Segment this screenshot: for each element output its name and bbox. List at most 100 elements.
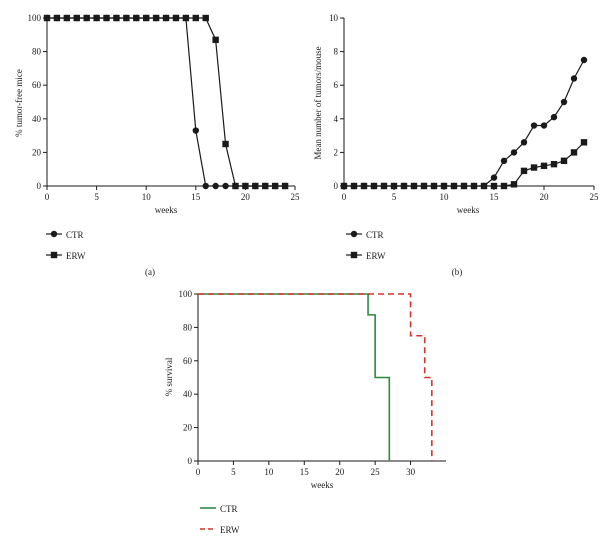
panel-a-x-tick-label: 5 xyxy=(94,192,99,202)
panel-a-series-ctr-point xyxy=(222,182,229,190)
panel-a-x-tick-label: 0 xyxy=(45,192,50,202)
panel-b-series-erw-point xyxy=(400,182,408,190)
panel-a-x-tick-label: 10 xyxy=(142,192,152,202)
panel-b-x-axis-label: weeks xyxy=(457,205,480,215)
panel-b-series-erw-point xyxy=(420,182,428,190)
panel-b-series-ctr-point xyxy=(500,157,508,164)
panel-c-series-erw-line xyxy=(198,293,433,461)
panel-a-series-erw-line xyxy=(47,17,286,187)
panel-a-y-tick-label: 80 xyxy=(32,47,42,57)
panel-b-series-ctr-point xyxy=(560,98,568,106)
panel-a-series-erw-point xyxy=(172,14,180,22)
panel-b-label: (b) xyxy=(452,267,463,277)
panel-b-series-erw-point xyxy=(460,182,468,190)
panel-b-legend: CTR ERW xyxy=(346,230,386,261)
panel-c-y-tick-label: 80 xyxy=(183,322,193,332)
panel-a-tumor-free-chart: 0 5 10 15 20 25 0 20 40 60 80 100 weeks % tumor-fre… xyxy=(14,13,300,277)
panel-b-x-tick-label: 5 xyxy=(392,192,397,202)
panel-b-series-erw-point xyxy=(550,160,558,168)
panel-a-series-erw-point xyxy=(113,14,120,22)
panel-b-series-erw-point xyxy=(560,157,568,164)
panel-b-y-axis-label: Mean number of tumors/mouse xyxy=(313,46,323,159)
panel-a-legend: CTR ERW xyxy=(46,230,86,261)
panel-b-series-erw-point xyxy=(510,181,518,188)
panel-a-x-axis-label: weeks xyxy=(155,205,178,215)
panel-b-series-erw-point xyxy=(470,182,478,190)
panel-a-axes: 0 5 10 15 20 25 0 20 40 60 80 100 xyxy=(28,13,301,202)
panel-b-series-erw-point xyxy=(390,182,398,190)
panel-a-series-erw-point xyxy=(143,14,150,22)
panel-a-y-tick-label: 60 xyxy=(32,80,42,90)
panel-b-legend-ctr-label: CTR xyxy=(366,230,384,240)
panel-a-series-erw-point xyxy=(162,14,170,22)
panel-a-series-erw-point xyxy=(242,182,249,190)
panel-b-series-erw-point xyxy=(490,182,498,190)
panel-b-x-tick-label: 15 xyxy=(490,192,500,202)
panel-c-x-tick-label: 20 xyxy=(335,467,345,477)
panel-b-series-ctr-point xyxy=(550,113,558,121)
panel-a-series-erw-point xyxy=(281,182,289,190)
panel-b-series-erw-line xyxy=(344,141,585,187)
panel-a-series-erw-point xyxy=(232,182,239,190)
panel-b-legend-erw-label: ERW xyxy=(366,251,386,261)
panel-c-legend-ctr-label: CTR xyxy=(220,504,238,514)
panel-b-series-ctr-point xyxy=(510,149,518,156)
panel-b-series-erw-point xyxy=(370,182,378,190)
panel-b-series-ctr-point xyxy=(490,174,498,181)
panel-b-series-erw-point xyxy=(540,162,548,170)
panel-a-y-tick-label: 40 xyxy=(32,114,42,124)
panel-a-y-tick-label: 100 xyxy=(28,13,42,23)
panel-a-series-erw-point xyxy=(202,14,209,22)
panel-a-series-erw-point xyxy=(212,36,219,44)
panel-a-series-erw-point xyxy=(73,14,80,22)
panel-b-series-ctr-point xyxy=(520,139,528,146)
panel-b-y-tick-label: 4 xyxy=(334,114,339,124)
panel-b-series-erw-point xyxy=(350,182,358,190)
panel-b-x-tick-label: 25 xyxy=(590,192,600,202)
panel-c-x-tick-label: 15 xyxy=(300,467,310,477)
panel-c-x-tick-label: 25 xyxy=(371,467,381,477)
panel-b-series-erw-point xyxy=(580,139,588,146)
panel-c-marks xyxy=(198,293,433,461)
panel-a-series-erw-point xyxy=(271,182,279,190)
panel-a-x-tick-label: 15 xyxy=(191,192,201,202)
panel-b-series-ctr-point xyxy=(530,122,538,129)
panel-c-survival-chart: 0 5 10 15 20 25 30 0 20 40 60 80 100 weeks % surviva… xyxy=(164,289,446,535)
panel-c-series-ctr-line xyxy=(198,293,391,461)
panel-a-series-erw-point xyxy=(182,14,190,22)
panel-a-series-erw-point xyxy=(192,14,199,22)
panel-a-y-tick-label: 20 xyxy=(32,147,42,157)
panel-a-series-erw-point xyxy=(133,14,140,22)
panel-a-series-erw-point xyxy=(63,14,71,22)
panel-c-y-tick-label: 100 xyxy=(179,289,193,299)
panel-a-series-erw-point xyxy=(53,14,61,22)
panel-c-x-tick-label: 0 xyxy=(196,467,201,477)
panel-b-series-erw-point xyxy=(430,182,438,190)
panel-a-series-erw-point xyxy=(222,140,229,148)
panel-b-series-erw-point xyxy=(530,164,538,171)
panel-c-legend: CTR ERW xyxy=(200,504,240,535)
panel-a-series-erw-point xyxy=(152,14,160,22)
panel-c-y-tick-label: 0 xyxy=(188,456,193,466)
panel-c-y-axis-label: % survival xyxy=(164,357,174,396)
panel-b-y-tick-label: 8 xyxy=(334,47,339,57)
panel-b-y-tick-label: 10 xyxy=(329,13,339,23)
panel-b-series-ctr-point xyxy=(540,122,548,129)
panel-b-series-erw-point xyxy=(440,182,448,190)
panel-b-legend-ctr-marker xyxy=(350,230,358,238)
panel-a-x-tick-label: 20 xyxy=(241,192,251,202)
panel-a-label: (a) xyxy=(145,267,155,277)
panel-b-series-ctr-line xyxy=(344,59,585,187)
panel-a-series-erw-point xyxy=(123,14,130,22)
panel-a-series-ctr-point xyxy=(192,127,199,134)
panel-b-axes: 0 5 10 15 20 25 0 2 4 6 8 10 xyxy=(329,13,599,202)
panel-a-series-ctr-line xyxy=(47,17,286,187)
panel-b-series-ctr-point xyxy=(570,75,578,82)
panel-a-legend-ctr-label: CTR xyxy=(66,230,84,240)
panel-c-y-tick-label: 20 xyxy=(183,423,193,433)
panel-a-series-ctr-point xyxy=(202,182,209,190)
panel-b-series-erw-point xyxy=(450,182,458,190)
panel-a-series-erw-point xyxy=(83,14,90,22)
panel-b-series-erw-point xyxy=(520,167,528,175)
